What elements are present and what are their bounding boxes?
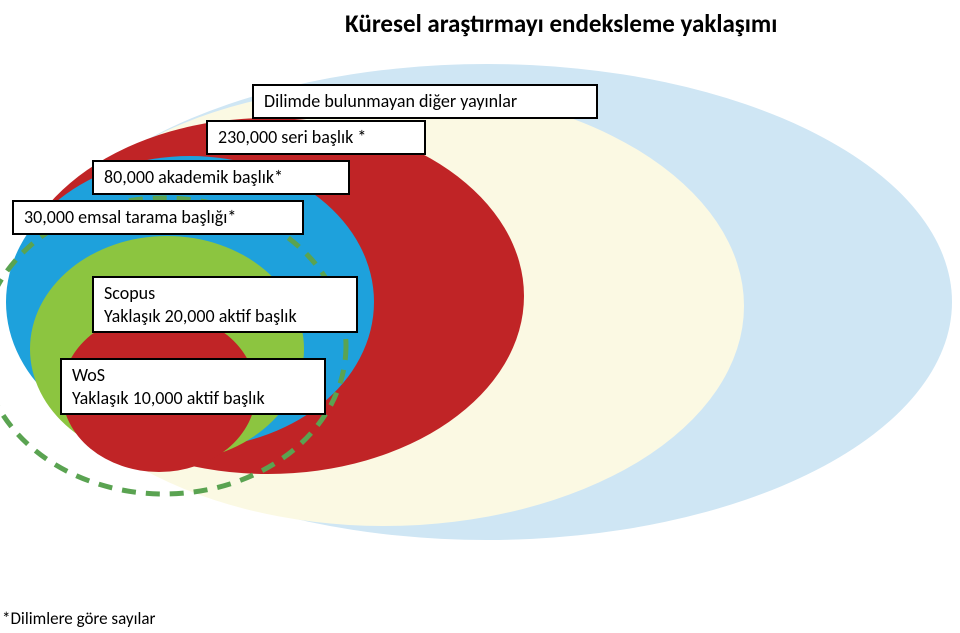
footnote: *Dilimlere göre sayılar (2, 608, 155, 629)
label-wos: WoS Yaklaşık 10,000 aktif başlık (60, 358, 326, 415)
label-seri: 230,000 seri başlık * (206, 120, 426, 155)
label-akademik: 80,000 akademik başlık* (92, 160, 350, 195)
label-emsal: 30,000 emsal tarama başlığı* (12, 200, 304, 235)
label-scopus: Scopus Yaklaşık 20,000 aktif başlık (92, 276, 358, 333)
diagram-stage: Küresel araştırmayı endeksleme yaklaşımı… (0, 0, 960, 633)
label-dilimde: Dilimde bulunmayan diğer yayınlar (252, 84, 598, 119)
